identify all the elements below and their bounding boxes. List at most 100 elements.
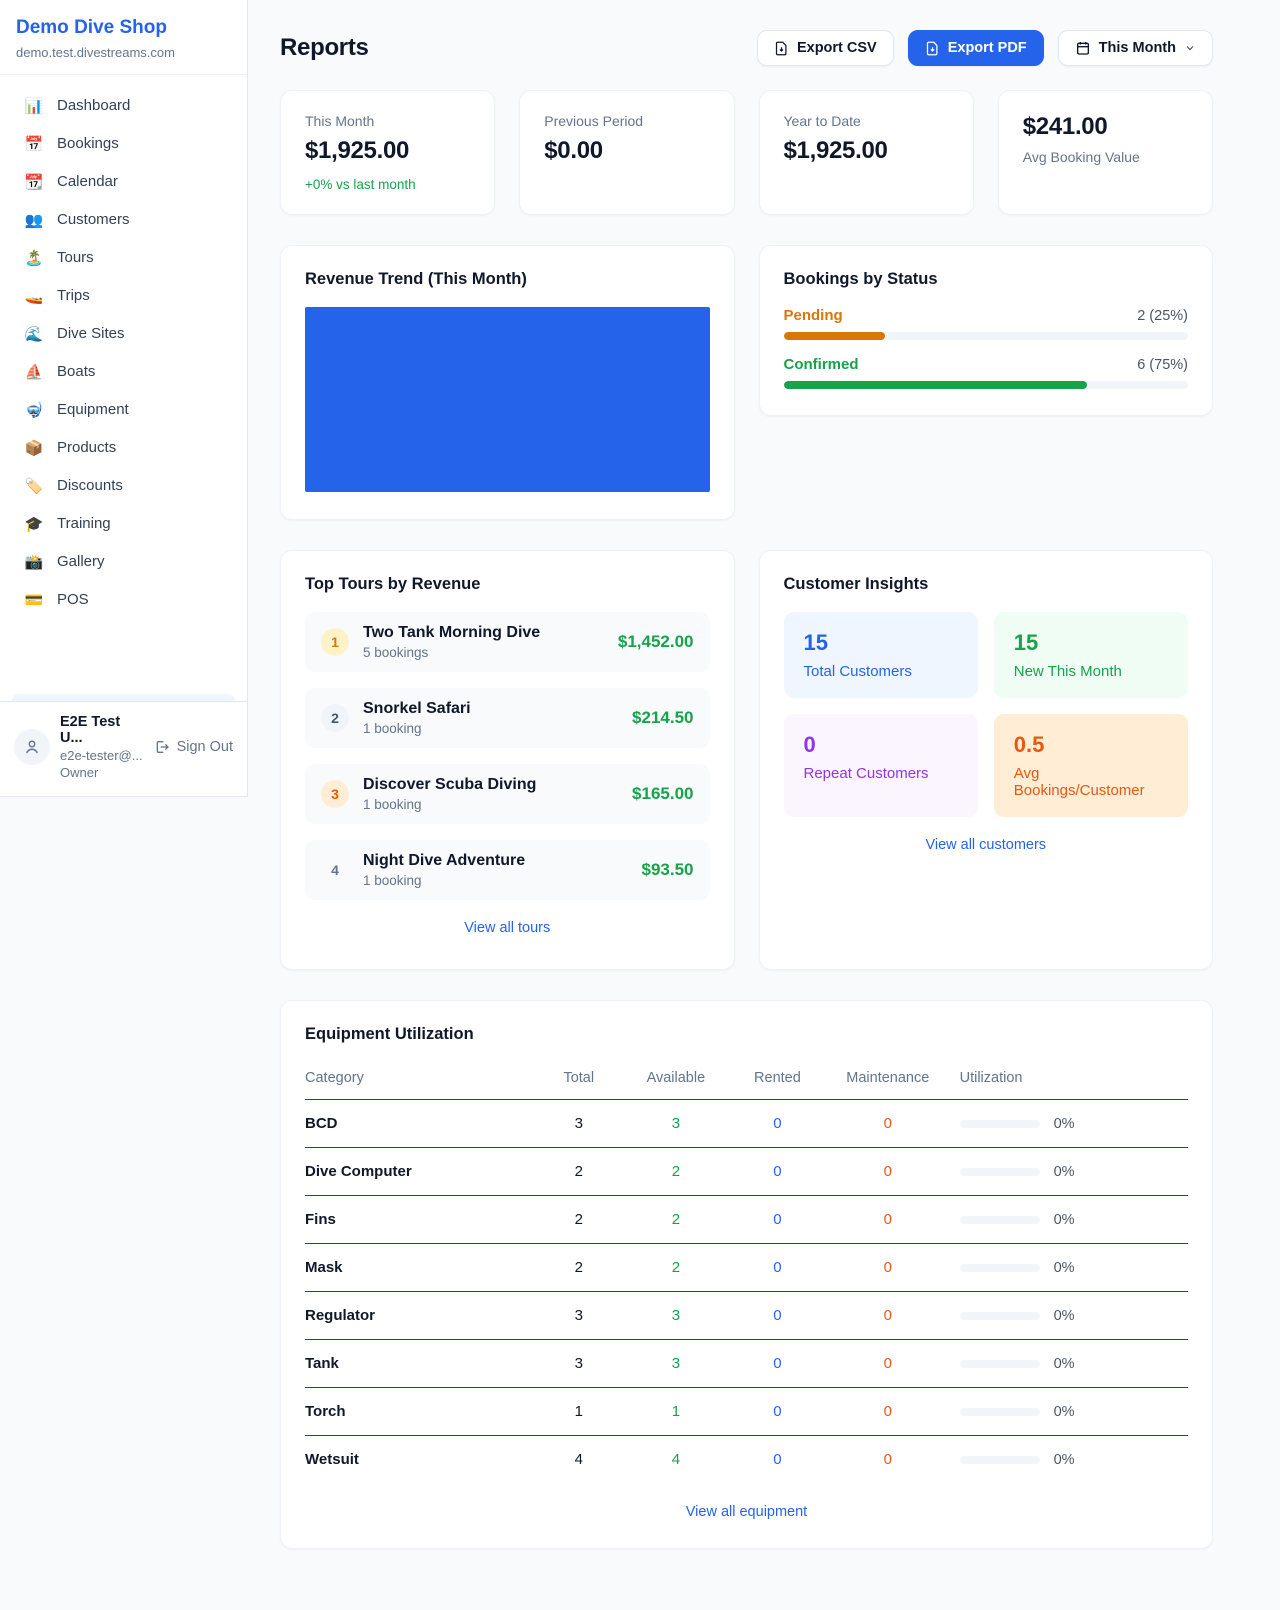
cell-available: 4 [671,1451,681,1469]
utilization-percent: 0% [1053,1451,1075,1468]
user-email: e2e-tester@... [60,748,143,763]
sign-out-button[interactable]: Sign Out [154,739,233,755]
sidebar-item-equipment[interactable]: 🤿 Equipment [12,391,235,429]
sidebar-item-label: Trips [57,287,90,305]
view-all-tours-link[interactable]: View all tours [464,920,551,936]
stat-label: This Month [305,113,375,129]
sidebar-item-label: Training [57,515,111,533]
tile-new-this-month: 15 New This Month [993,612,1188,698]
revenue-trend-chart [305,307,710,492]
sidebar-item-bookings[interactable]: 📅 Bookings [12,125,235,163]
sidebar-item-training[interactable]: 🎓 Training [12,505,235,543]
table-row: Mask 2 2 0 0 0% [305,1243,1188,1292]
equipment-utilization-title: Equipment Utilization [305,1025,474,1043]
sidebar-item-boats[interactable]: ⛵ Boats [12,353,235,391]
stat-label: Previous Period [544,113,644,129]
stat-value: $0.00 [544,137,603,164]
sidebar-item-gallery[interactable]: 📸 Gallery [12,543,235,581]
cell-rented: 0 [728,1387,826,1436]
tour-bookings: 1 booking [363,873,422,888]
tour-row: 1 Two Tank Morning Dive 5 bookings $1,45… [305,612,710,672]
tour-name: Discover Scuba Diving [363,776,537,793]
chevron-down-icon [1186,46,1194,51]
sailboat-icon: ⛵ [24,363,44,381]
sidebar-item-dashboard[interactable]: 📊 Dashboard [12,87,235,125]
cell-total: 3 [534,1099,623,1148]
cell-total: 2 [534,1243,623,1292]
sidebar-item-customers[interactable]: 👥 Customers [12,201,235,239]
stat-cards: This Month $1,925.00 +0% vs last month P… [280,90,1213,215]
stat-value: $1,925.00 [305,137,410,164]
utilization-bar-track [959,1455,1040,1464]
sidebar-item-discounts[interactable]: 🏷️ Discounts [12,467,235,505]
cell-total: 4 [574,1451,583,1469]
sidebar-item-label: Tours [57,249,94,267]
view-all-equipment-link[interactable]: View all equipment [685,1503,808,1520]
table-header-row: Category Total Available Rented Maintena… [305,1062,1188,1100]
sidebar-item-tours[interactable]: 🏝️ Tours [12,239,235,277]
sidebar-item-products[interactable]: 📦 Products [12,429,235,467]
table-row: Fins 2 2 0 0 0% [305,1195,1188,1244]
export-csv-button[interactable]: Export CSV [756,30,894,66]
stat-card-this-month: This Month $1,925.00 +0% vs last month [280,90,496,215]
equipment-utilization-card: Equipment Utilization Category Total Ava… [280,1000,1213,1549]
status-row-confirmed: Confirmed 6 (75%) [783,356,1188,389]
cell-rented: 0 [728,1099,826,1148]
cell-total: 3 [534,1339,623,1388]
cell-total: 2 [534,1147,623,1196]
sidebar-nav: 📊 Dashboard 📅 Bookings 📆 Calendar 👥 Customer… [0,75,247,694]
cell-rented: 0 [728,1147,826,1196]
top-tours-card: Top Tours by Revenue 1 Two Tank Morning … [280,550,735,970]
tile-value: 15 [1013,630,1039,655]
avatar [14,729,50,765]
sidebar-item-label: Customers [57,211,130,229]
cell-utilization: 0% [950,1308,1188,1324]
status-label: Pending [783,307,843,324]
sidebar-item-calendar[interactable]: 📆 Calendar [12,163,235,201]
col-maintenance: Maintenance [825,1062,950,1100]
credit-card-icon: 💳 [24,591,44,609]
user-name: E2E Test U... [60,714,121,746]
cell-maintenance: 0 [825,1195,950,1244]
sidebar-item-trips[interactable]: 🚤 Trips [12,277,235,315]
page-title: Reports [280,34,369,61]
tile-value: 0.5 [1013,732,1045,757]
tile-label: Avg Bookings/Customer [1013,765,1145,799]
tour-name: Night Dive Adventure [363,852,526,869]
status-count: 2 (25%) [1137,308,1188,324]
status-bar-track [783,332,1188,340]
table-row: Wetsuit 4 4 0 0 0% [305,1436,1188,1484]
tour-name: Two Tank Morning Dive [363,624,541,641]
utilization-bar-track [959,1263,1040,1272]
cell-maintenance: 0 [825,1147,950,1196]
sidebar-item-pos[interactable]: 💳 POS [12,581,235,619]
period-select[interactable]: This Month [1057,30,1213,66]
package-icon: 📦 [24,439,44,457]
tile-avg-bookings-customer: 0.5 Avg Bookings/Customer [993,714,1188,817]
cell-total: 2 [534,1195,623,1244]
graduation-cap-icon: 🎓 [24,515,44,533]
cell-utilization: 0% [950,1164,1188,1180]
file-download-icon [926,41,938,55]
cell-maintenance: 0 [825,1243,950,1292]
cell-utilization: 0% [950,1404,1188,1420]
top-tours-title: Top Tours by Revenue [305,575,481,593]
partially-visible-active-item [12,694,235,701]
rank-badge: 2 [321,704,349,732]
status-label: Confirmed [783,356,859,373]
user-section: E2E Test U... e2e-tester@... Owner Sign … [0,701,247,796]
sidebar-item-dive-sites[interactable]: 🌊 Dive Sites [12,315,235,353]
view-all-customers-link[interactable]: View all customers [925,837,1047,853]
customer-insights-title: Customer Insights [783,575,929,593]
cell-maintenance: 0 [825,1099,950,1148]
export-pdf-button[interactable]: Export PDF [907,30,1044,66]
tag-icon: 🏷️ [24,477,44,495]
cell-utilization: 0% [950,1260,1188,1276]
page-header: Reports Export CSV Export PDF [280,30,1213,66]
tile-value: 0 [803,732,816,757]
stat-value: $241.00 [1022,113,1108,140]
sidebar: Demo Dive Shop demo.test.divestreams.com… [0,0,248,797]
tour-name: Snorkel Safari [363,700,471,717]
tile-value: 15 [803,630,828,655]
shop-header: Demo Dive Shop demo.test.divestreams.com [0,0,247,75]
